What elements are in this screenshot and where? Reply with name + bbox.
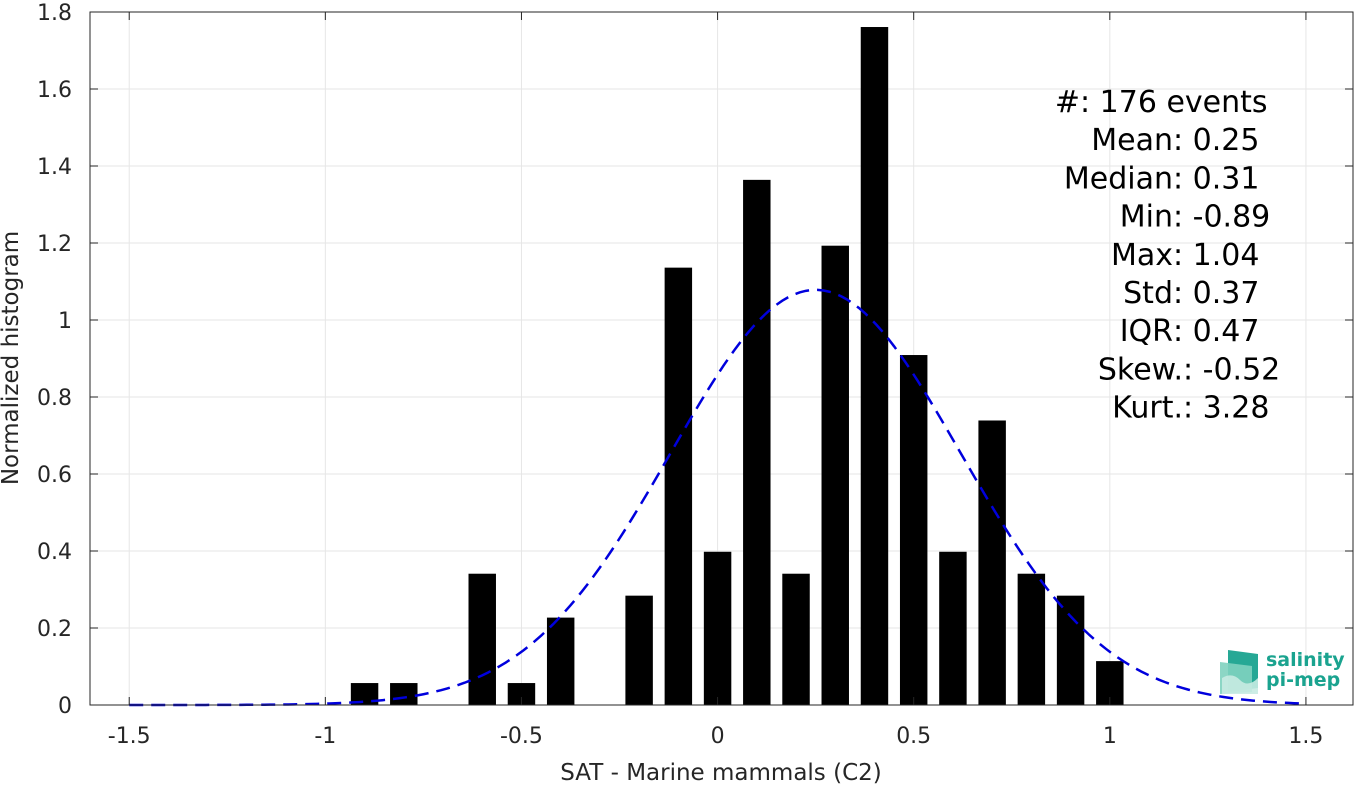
x-tick-label: 0.5 — [896, 724, 931, 749]
y-tick-label: 0.8 — [37, 386, 72, 411]
stat-value: : -0.52 — [1183, 352, 1280, 387]
stat-value: : 1.04 — [1173, 238, 1259, 273]
y-tick-label: 1 — [58, 309, 72, 334]
histogram-bar — [468, 573, 496, 705]
x-tick-label: -1 — [314, 724, 336, 749]
stat-label: Skew. — [1098, 352, 1183, 387]
stat-value: : 0.31 — [1173, 161, 1259, 196]
stat-label: # — [1055, 85, 1080, 120]
y-tick-label: 0 — [58, 694, 72, 719]
stat-value: : 176 events — [1080, 85, 1268, 120]
stat-label: Kurt. — [1112, 391, 1183, 426]
stat-label: Std — [1123, 276, 1173, 311]
histogram-bar — [703, 551, 732, 705]
stat-label: Min — [1120, 200, 1173, 235]
x-tick-label: -1.5 — [108, 724, 151, 749]
histogram-bar — [625, 595, 653, 705]
histogram-bar — [546, 617, 575, 705]
histogram-bar — [664, 267, 693, 705]
histogram-bar — [350, 683, 379, 705]
y-tick-label: 1.4 — [37, 155, 72, 180]
y-tick-label: 0.2 — [37, 617, 72, 642]
histogram-bar — [821, 245, 849, 705]
stat-label: Median — [1064, 161, 1173, 196]
stat-label: Max — [1111, 238, 1173, 273]
y-tick-label: 0.6 — [37, 463, 72, 488]
logo-line1: salinity — [1266, 649, 1345, 671]
stat-value: : -0.89 — [1173, 200, 1270, 235]
histogram-bar — [860, 27, 889, 705]
x-gridlines — [128, 12, 1307, 705]
histogram-bar — [1056, 595, 1085, 705]
histogram-bar — [939, 551, 967, 705]
y-tick-label: 0.4 — [37, 540, 72, 565]
histogram-bar — [507, 683, 536, 705]
y-tick-label: 1.2 — [37, 232, 72, 257]
normal-fit-curve — [129, 288, 1306, 707]
y-axis-ticks: 0 0.2 0.4 0.6 0.8 1 1.2 1.4 1.6 1.8 — [37, 1, 1353, 719]
histogram-bar — [978, 420, 1006, 705]
histogram-bar — [1017, 573, 1046, 705]
histogram-bar — [782, 573, 810, 705]
x-axis-ticks: -1.5 -1 -0.5 0 0.5 1 1.5 — [108, 12, 1323, 749]
y-tick-label: 1.6 — [37, 78, 72, 103]
x-axis-label: SAT - Marine mammals (C2) — [560, 760, 882, 785]
plot-frame — [89, 11, 1354, 706]
stat-value: : 3.28 — [1183, 391, 1269, 426]
histogram-bar — [743, 179, 771, 706]
stat-value: : 0.47 — [1173, 314, 1259, 349]
stat-value: : 0.37 — [1173, 276, 1259, 311]
x-tick-label: 1.5 — [1288, 724, 1323, 749]
salinity-pi-mep-logo: salinity pi-mep — [1220, 649, 1345, 694]
stat-label: IQR — [1120, 314, 1173, 349]
x-tick-label: 0 — [711, 724, 725, 749]
y-axis-label: Normalized histogram — [0, 231, 24, 485]
x-tick-label: 1 — [1103, 724, 1117, 749]
y-tick-label: 1.8 — [37, 1, 72, 26]
x-tick-label: -0.5 — [500, 724, 543, 749]
histogram-bar — [899, 355, 928, 705]
stat-label: Mean — [1091, 123, 1173, 158]
histogram-bar — [390, 683, 418, 705]
logo-line2: pi-mep — [1266, 669, 1340, 691]
stat-value: : 0.25 — [1173, 123, 1259, 158]
